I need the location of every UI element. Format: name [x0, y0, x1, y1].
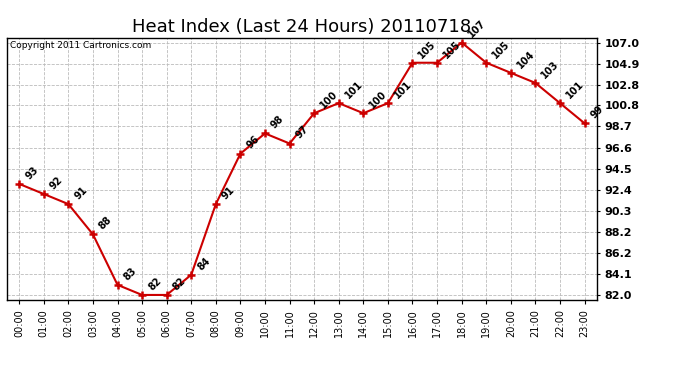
Text: 103: 103 — [540, 59, 561, 80]
Text: 92: 92 — [48, 175, 65, 191]
Text: 96: 96 — [244, 134, 262, 151]
Text: Copyright 2011 Cartronics.com: Copyright 2011 Cartronics.com — [10, 42, 151, 51]
Text: 97: 97 — [294, 124, 310, 141]
Text: 98: 98 — [269, 114, 286, 130]
Text: 100: 100 — [318, 89, 339, 111]
Title: Heat Index (Last 24 Hours) 20110718: Heat Index (Last 24 Hours) 20110718 — [132, 18, 471, 36]
Text: 101: 101 — [564, 79, 586, 100]
Text: 100: 100 — [368, 89, 389, 111]
Text: 83: 83 — [121, 266, 139, 282]
Text: 99: 99 — [589, 104, 605, 120]
Text: 104: 104 — [515, 49, 536, 70]
Text: 105: 105 — [491, 39, 512, 60]
Text: 82: 82 — [171, 276, 188, 292]
Text: 82: 82 — [146, 276, 163, 292]
Text: 93: 93 — [23, 165, 40, 181]
Text: 84: 84 — [195, 255, 212, 272]
Text: 105: 105 — [417, 39, 438, 60]
Text: 91: 91 — [220, 185, 237, 201]
Text: 105: 105 — [441, 39, 462, 60]
Text: 91: 91 — [72, 185, 89, 201]
Text: 101: 101 — [392, 79, 413, 100]
Text: 107: 107 — [466, 18, 487, 40]
Text: 88: 88 — [97, 215, 114, 232]
Text: 101: 101 — [343, 79, 364, 100]
